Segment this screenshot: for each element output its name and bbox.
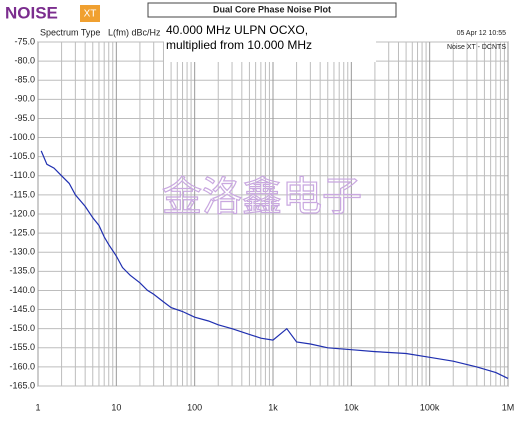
x-tick-label: 10k xyxy=(344,402,359,412)
y-tick-label: -145.0 xyxy=(9,304,35,314)
y-tick-label: -75.0 xyxy=(14,36,35,46)
y-tick-label: -100.0 xyxy=(9,132,35,142)
x-tick-label: 1M xyxy=(502,402,515,412)
date: 05 Apr 12 10:55 xyxy=(457,30,507,37)
series-line xyxy=(40,150,509,379)
watermark: 金洛鑫电子 xyxy=(162,174,362,220)
y-tick-label: -120.0 xyxy=(9,208,35,218)
y-tick-label: -140.0 xyxy=(9,285,35,295)
y-label: L(fm) dBc/Hz xyxy=(108,27,161,37)
title-box xyxy=(147,2,397,18)
annotation: multiplied from 10.000 MHz xyxy=(166,38,312,52)
x-tick-label: 100k xyxy=(420,402,440,412)
y-tick-label: -130.0 xyxy=(9,247,35,257)
annotation: 40.000 MHz ULPN OCXO, xyxy=(166,23,308,37)
x-tick-label: 1k xyxy=(268,402,278,412)
x-tick-label: 1 xyxy=(35,402,40,412)
logo-name: NOISE xyxy=(5,3,58,22)
y-tick-label: -165.0 xyxy=(9,380,35,390)
y-tick-label: -155.0 xyxy=(9,342,35,352)
y-tick-label: -105.0 xyxy=(9,151,35,161)
header-left: Spectrum Type xyxy=(40,27,100,37)
chart-title: Dual Core Phase Noise Plot xyxy=(213,4,331,14)
x-tick-label: 10 xyxy=(111,402,121,412)
y-tick-label: -85.0 xyxy=(14,75,35,85)
y-tick-label: -90.0 xyxy=(14,94,35,104)
logo-badge: XT xyxy=(84,9,97,20)
y-tick-label: -110.0 xyxy=(10,170,35,180)
x-tick-label: 100 xyxy=(187,402,202,412)
y-tick-label: -80.0 xyxy=(14,55,35,65)
y-tick-label: -135.0 xyxy=(9,266,35,276)
y-tick-label: -160.0 xyxy=(9,361,35,371)
y-tick-label: -95.0 xyxy=(14,113,35,123)
logo-badge-box xyxy=(80,5,100,22)
annotation-box xyxy=(164,22,376,62)
y-tick-label: -115.0 xyxy=(10,189,35,199)
instrument: Noise XT - DCNTS xyxy=(447,44,506,51)
y-tick-label: -125.0 xyxy=(9,227,35,237)
y-tick-label: -150.0 xyxy=(9,323,35,333)
